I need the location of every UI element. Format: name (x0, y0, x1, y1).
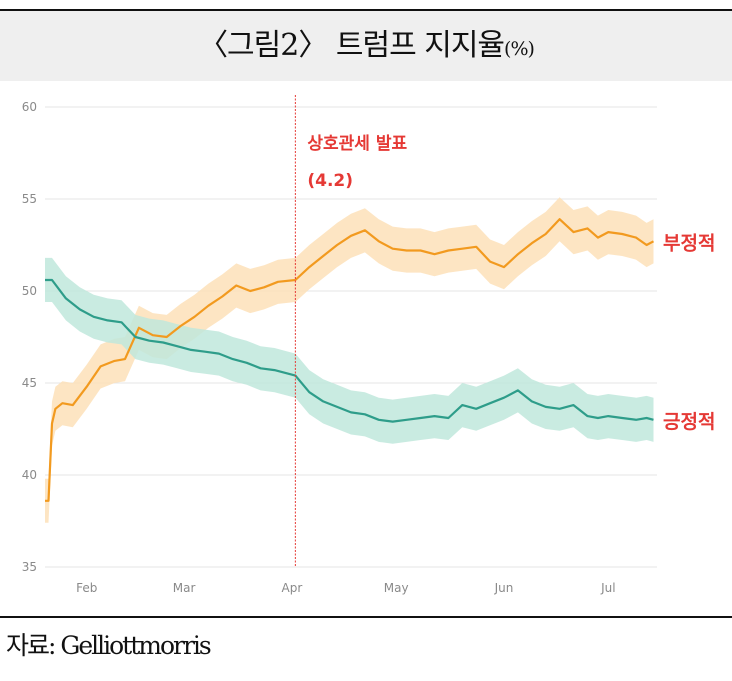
x-tick-label: Jul (600, 581, 615, 595)
favorable-line (45, 278, 654, 423)
y-axis-ticks: 35 40 45 50 55 60 (22, 100, 37, 574)
x-tick-label: Mar (173, 581, 196, 595)
unfavorable-series-label: 부정적 (663, 232, 715, 254)
y-tick-label: 50 (22, 284, 37, 298)
source-note: 자료: Gelliottmorris (6, 631, 212, 660)
y-tick-label: 55 (22, 192, 37, 206)
y-tick-label: 60 (22, 100, 37, 114)
bottom-rule (0, 616, 732, 618)
grid-lines (45, 106, 657, 568)
event-label: 상호관세 발표 (307, 134, 407, 154)
chart-title: 〈그림2〉 트럼프 지지율(%) (0, 11, 732, 81)
approval-chart: 35 40 45 50 55 60 Feb Mar Apr May Jun Jul 상호관세 발표 (… (22, 95, 715, 595)
favorable-series-label: 긍정적 (663, 411, 715, 433)
x-tick-label: May (384, 581, 409, 595)
title-unit: (%) (504, 38, 535, 60)
uncertainty-bands (45, 197, 654, 523)
y-tick-label: 45 (22, 376, 37, 390)
x-tick-label: Jun (494, 581, 514, 595)
series-lines (45, 218, 655, 502)
x-tick-label: Apr (282, 581, 303, 595)
favorable-band (45, 257, 654, 444)
event-date-label: (4.2) (307, 171, 353, 191)
top-rule (0, 9, 732, 11)
x-axis-ticks: Feb Mar Apr May Jun Jul (76, 581, 615, 595)
y-tick-label: 40 (22, 468, 37, 482)
title-band (0, 11, 732, 81)
unfavorable-line (45, 218, 655, 502)
y-tick-label: 35 (22, 560, 37, 574)
title-main: 〈그림2〉 트럼프 지지율 (198, 28, 505, 63)
unfavorable-band (45, 197, 654, 523)
x-tick-label: Feb (76, 581, 97, 595)
event-annotation: 상호관세 발표 (4.2) (294, 95, 407, 567)
